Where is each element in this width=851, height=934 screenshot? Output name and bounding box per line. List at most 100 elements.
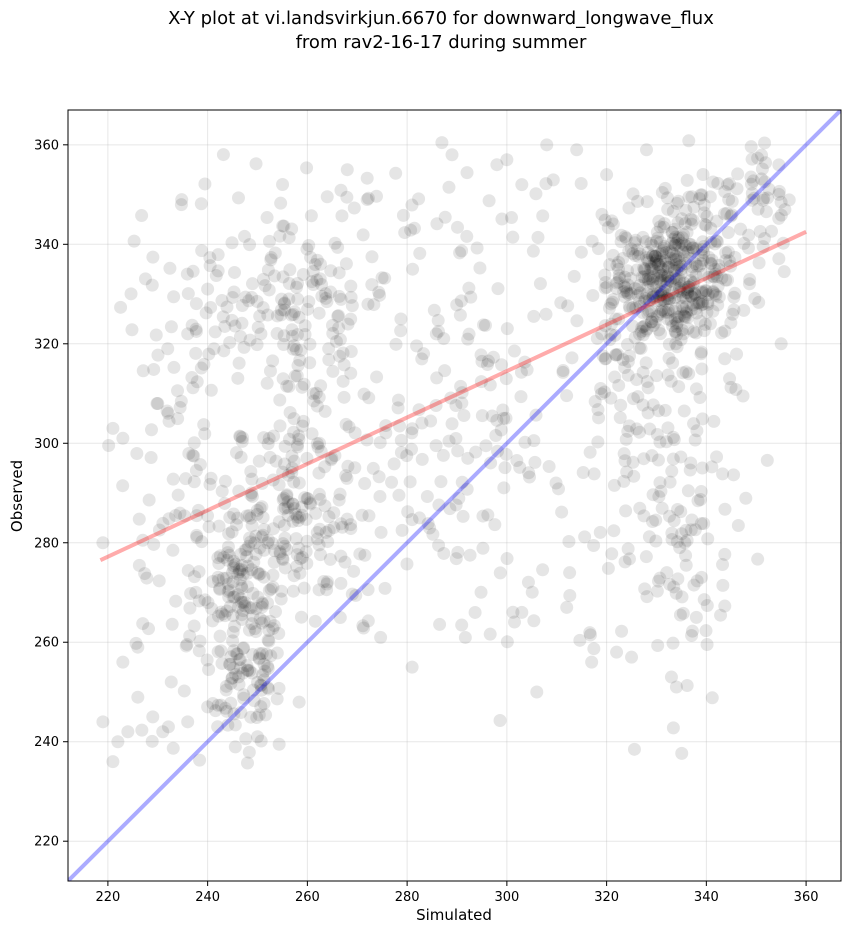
scatter-point <box>335 209 349 223</box>
scatter-point <box>253 309 267 323</box>
scatter-point <box>282 380 296 394</box>
scatter-point <box>724 259 738 273</box>
scatter-point <box>709 288 723 302</box>
scatter-point <box>161 406 175 420</box>
scatter-point <box>372 285 386 299</box>
scatter-point <box>355 508 369 522</box>
scatter-point <box>696 286 710 300</box>
scatter-point <box>655 246 669 260</box>
scatter-point <box>636 306 650 320</box>
scatter-point <box>664 374 678 388</box>
scatter-point <box>243 238 257 252</box>
scatter-point <box>280 379 294 393</box>
scatter-point <box>239 732 253 746</box>
scatter-point <box>257 522 271 536</box>
scatter-point <box>704 235 718 249</box>
scatter-point <box>325 451 339 465</box>
scatter-point <box>678 216 692 230</box>
scatter-point <box>599 276 613 290</box>
scatter-point <box>605 547 619 561</box>
scatter-point <box>242 509 256 523</box>
scatter-point <box>226 290 240 304</box>
scatter-point <box>737 236 751 250</box>
scatter-point <box>654 294 668 308</box>
scatter-point <box>600 280 614 294</box>
scatter-point <box>651 638 665 652</box>
scatter-point <box>320 577 334 591</box>
scatter-point <box>599 352 613 366</box>
scatter-point <box>697 246 711 260</box>
scatter-point <box>304 497 318 511</box>
scatter-point <box>241 664 255 678</box>
scatter-point <box>324 285 338 299</box>
scatter-point <box>676 606 690 620</box>
scatter-point <box>640 251 654 265</box>
scatter-point <box>759 205 773 219</box>
scatter-point <box>672 281 686 295</box>
scatter-point <box>431 313 445 327</box>
scatter-point <box>682 134 696 148</box>
scatter-point <box>684 303 698 317</box>
scatter-point <box>680 173 694 187</box>
scatter-point <box>474 585 488 599</box>
x-axis-label: Simulated <box>416 906 492 924</box>
scatter-point <box>236 642 250 656</box>
scatter-point <box>758 136 772 150</box>
scatter-point <box>161 720 175 734</box>
scatter-point <box>432 498 446 512</box>
scatter-point <box>266 580 280 594</box>
scatter-point <box>234 547 248 561</box>
scatter-point <box>261 661 275 675</box>
scatter-point <box>254 700 268 714</box>
scatter-point <box>598 281 612 295</box>
scatter-point <box>245 277 259 291</box>
scatter-point <box>576 466 590 480</box>
scatter-point <box>217 344 231 358</box>
scatter-point <box>211 248 225 262</box>
scatter-point <box>430 217 444 231</box>
scatter-point <box>314 379 328 393</box>
scatter-point <box>451 545 465 559</box>
scatter-point <box>642 304 656 318</box>
scatter-point <box>455 618 469 632</box>
scatter-point <box>533 277 547 291</box>
scatter-point <box>721 245 735 259</box>
scatter-point <box>286 308 300 322</box>
scatter-point <box>144 450 158 464</box>
scatter-point <box>666 430 680 444</box>
scatter-point <box>652 323 666 337</box>
scatter-point <box>677 404 691 418</box>
scatter-point <box>213 629 227 643</box>
scatter-point <box>287 569 301 583</box>
scatter-point <box>455 475 469 489</box>
scatter-point <box>666 204 680 218</box>
scatter-point <box>164 320 178 334</box>
scatter-point <box>434 475 448 489</box>
scatter-point <box>660 566 674 580</box>
scatter-point <box>634 324 648 338</box>
scatter-point <box>211 551 225 565</box>
scatter-point <box>334 183 348 197</box>
scatter-point <box>650 584 664 598</box>
scatter-point <box>181 287 195 301</box>
scatter-point <box>294 610 308 624</box>
scatter-point <box>189 585 203 599</box>
scatter-point <box>286 342 300 356</box>
scatter-point <box>300 161 314 175</box>
scatter-point <box>755 148 769 162</box>
scatter-point <box>563 589 577 603</box>
scatter-point <box>674 262 688 276</box>
scatter-point <box>604 391 618 405</box>
scatter-point <box>479 439 493 453</box>
scatter-point <box>438 210 452 224</box>
scatter-point <box>515 178 529 192</box>
scatter-point <box>700 598 714 612</box>
scatter-point <box>700 305 714 319</box>
scatter-point <box>281 468 295 482</box>
scatter-point <box>334 292 348 306</box>
scatter-point <box>227 644 241 658</box>
scatter-point <box>270 646 284 660</box>
scatter-point <box>660 191 674 205</box>
scatter-point <box>272 478 286 492</box>
